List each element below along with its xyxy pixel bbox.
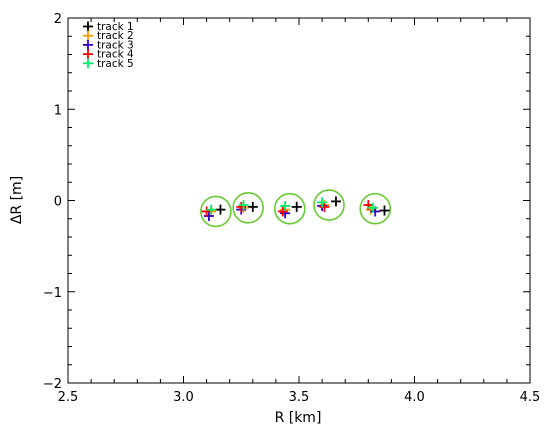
data-point xyxy=(201,206,212,217)
legend-label: track 3 xyxy=(97,39,134,51)
y-tick-label: 2 xyxy=(54,12,62,27)
data-point xyxy=(317,197,328,208)
cluster-circle xyxy=(232,192,264,224)
legend-marker xyxy=(83,21,93,32)
cluster-circle xyxy=(273,192,306,225)
plot-content xyxy=(200,189,392,228)
y-tick-label: 1 xyxy=(54,103,62,118)
legend-label: track 4 xyxy=(97,49,134,61)
x-tick-label: 2.5 xyxy=(58,390,79,405)
data-point xyxy=(291,201,302,212)
x-axis-title: R [km] xyxy=(275,410,322,426)
data-point xyxy=(379,205,390,216)
data-point xyxy=(365,204,376,215)
cluster-circle xyxy=(200,195,232,228)
y-axis-title: ΔR [m] xyxy=(9,176,25,224)
x-tick-label: 4.5 xyxy=(520,390,541,405)
legend-marker xyxy=(83,30,93,41)
data-point xyxy=(277,206,288,217)
legend-label: track 2 xyxy=(97,30,134,42)
data-point xyxy=(203,211,214,222)
data-point xyxy=(236,201,247,212)
legend-label: track 5 xyxy=(97,58,134,70)
axis-ticks xyxy=(67,17,531,384)
legend-label: track 1 xyxy=(97,21,134,33)
legend-marker xyxy=(83,39,93,50)
data-point xyxy=(330,196,341,207)
legend-marker xyxy=(83,58,93,69)
plot-frame xyxy=(67,17,531,384)
data-point xyxy=(280,200,291,211)
x-tick-label: 3.0 xyxy=(173,390,194,405)
legend-marker xyxy=(83,49,93,60)
cluster-circle xyxy=(359,192,392,225)
x-tick-label: 3.5 xyxy=(289,390,310,405)
y-tick-label: −1 xyxy=(43,286,62,301)
data-point xyxy=(319,201,330,212)
cluster-circle xyxy=(313,189,345,221)
y-tick-label: 0 xyxy=(54,195,62,210)
data-point xyxy=(206,204,217,215)
data-point xyxy=(367,202,378,213)
x-tick-label: 4.0 xyxy=(404,390,425,405)
tick-labels: 2.5 3.0 3.5 4.0 4.5 −2 −1 0 1 2 xyxy=(43,12,541,405)
data-point xyxy=(247,201,258,212)
y-tick-label: −2 xyxy=(43,377,62,392)
data-point xyxy=(215,204,226,215)
data-point xyxy=(238,200,249,211)
